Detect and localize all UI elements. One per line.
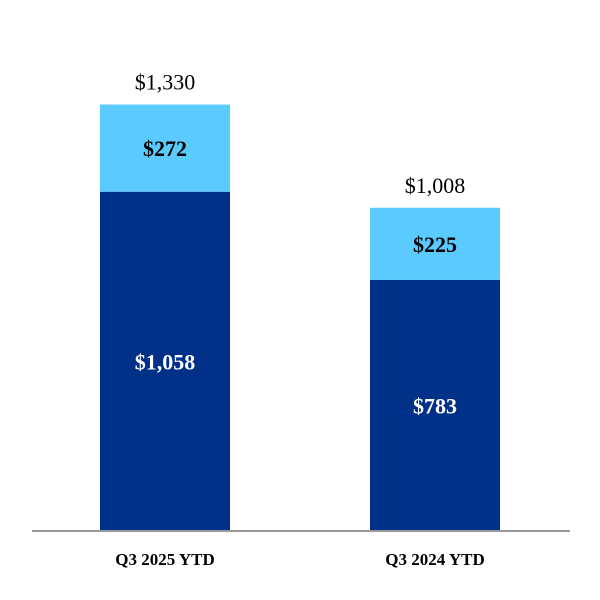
segment-label-base-1: $1,058: [135, 349, 196, 374]
bar-segment-top-1: [100, 104, 230, 192]
bar-segment-base-1: [100, 191, 230, 531]
segment-label-top-2: $225: [413, 232, 457, 257]
total-label-2: $1,008: [405, 173, 466, 198]
labels-group: $1,058 $272 $1,330 Q3 2025 YTD $783 $225 $1,00…: [115, 70, 485, 569]
category-label-1: Q3 2025 YTD: [115, 550, 215, 569]
segment-label-base-2: $783: [413, 393, 457, 418]
segment-label-top-1: $272: [143, 136, 187, 161]
bar-segment-base-2: [370, 279, 500, 531]
bars-group: [100, 104, 500, 531]
category-label-2: Q3 2024 YTD: [385, 550, 485, 569]
bar-segment-top-2: [370, 207, 500, 280]
total-label-1: $1,330: [135, 70, 196, 95]
